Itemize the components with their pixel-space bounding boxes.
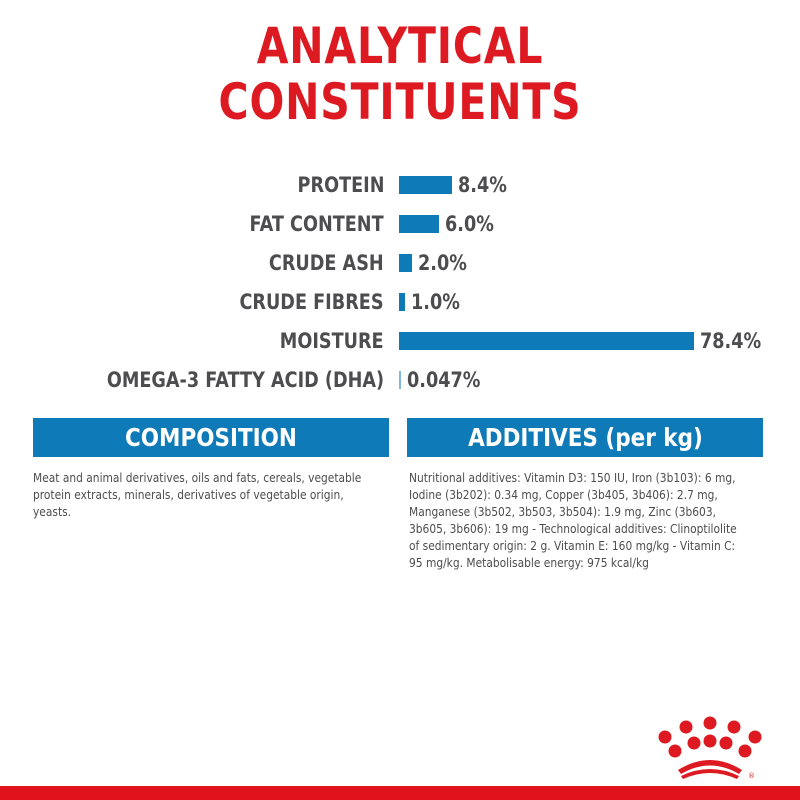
- additives-line: Iodine (3b202): 0.34 mg, Copper (3b405, …: [409, 487, 718, 502]
- row-bar: [399, 293, 405, 311]
- additives-line: Manganese (3b502, 3b503, 3b504): 1.9 mg,…: [409, 504, 717, 519]
- row-bar: [399, 215, 439, 233]
- row-label: FAT CONTENT: [249, 212, 384, 236]
- chart-row-crude-ash: CRUDE ASH 2.0%: [0, 246, 800, 280]
- row-value: 6.0%: [445, 212, 494, 236]
- row-label: CRUDE FIBRES: [239, 290, 384, 314]
- svg-text:®: ®: [748, 772, 755, 780]
- crown-logo-icon: ®: [650, 700, 762, 780]
- composition-line: Meat and animal derivatives, oils and fa…: [33, 470, 362, 485]
- row-value: 8.4%: [458, 173, 507, 197]
- composition-header: COMPOSITION: [33, 418, 389, 457]
- additives-line: Nutritional additives: Vitamin D3: 150 I…: [409, 470, 736, 485]
- row-value: 78.4%: [700, 329, 762, 353]
- row-value: 2.0%: [418, 251, 467, 275]
- row-bar: [399, 176, 452, 194]
- chart-row-omega-3: OMEGA-3 FATTY ACID (DHA) 0.047%: [0, 363, 800, 397]
- chart-row-protein: PROTEIN 8.4%: [0, 168, 800, 202]
- composition-line: protein extracts, minerals, derivatives …: [33, 487, 344, 502]
- additives-line: 3b605, 3b606): 19 mg - Technological add…: [409, 521, 737, 536]
- composition-line: yeasts.: [33, 504, 72, 519]
- row-label: OMEGA-3 FATTY ACID (DHA): [106, 368, 384, 392]
- row-label: PROTEIN: [297, 173, 384, 197]
- footer-red-bar: [0, 786, 800, 800]
- additives-line: 95 mg/kg. Metabolisable energy: 975 kcal…: [409, 555, 649, 570]
- row-bar: [399, 332, 694, 350]
- chart-row-crude-fibres: CRUDE FIBRES 1.0%: [0, 285, 800, 319]
- additives-text: Nutritional additives: Vitamin D3: 150 I…: [409, 469, 770, 571]
- composition-header-label: COMPOSITION: [125, 423, 297, 452]
- additives-header-label: ADDITIVES (per kg): [467, 423, 703, 452]
- additives-header: ADDITIVES (per kg): [407, 418, 763, 457]
- title-line-1: ANALYTICAL: [256, 17, 544, 75]
- title-line-2: CONSTITUENTS: [218, 73, 582, 131]
- page-title: ANALYTICAL CONSTITUENTS: [72, 18, 728, 130]
- row-value: 0.047%: [407, 368, 481, 392]
- row-value: 1.0%: [411, 290, 460, 314]
- row-label: CRUDE ASH: [269, 251, 384, 275]
- row-bar: [399, 371, 401, 389]
- chart-row-fat-content: FAT CONTENT 6.0%: [0, 207, 800, 241]
- row-bar: [399, 254, 412, 272]
- additives-line: of sedimentary origin: 2 g. Vitamin E: 1…: [409, 538, 736, 553]
- composition-text: Meat and animal derivatives, oils and fa…: [33, 469, 386, 520]
- row-label: MOISTURE: [280, 329, 384, 353]
- chart-row-moisture: MOISTURE 78.4%: [0, 324, 800, 358]
